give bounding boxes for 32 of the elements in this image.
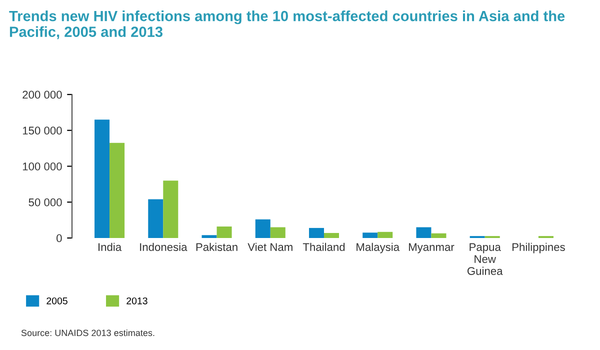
x-tick-label: Philippines [512,242,565,254]
bar [163,180,178,238]
y-tick-label: 200 000 [22,90,62,99]
legend-label: 2005 [46,297,68,304]
bar [216,226,232,238]
y-tick-label: 50 000 [28,198,62,206]
chart-title: Trends new HIV infections among the 10 most-affected countries in Asia and the Pacific, 2005 and 2013 [9,10,565,40]
y-tick-label: 150 000 [22,126,62,135]
bar [255,219,270,238]
y-tick-label: 100 000 [22,162,62,170]
x-tick-label: Pakistan [196,242,238,252]
x-tick-label: Malaysia [356,242,400,254]
source-note: Source: UNAIDS 2013 estimates. [21,329,154,336]
x-tick-label: Thailand [302,242,345,252]
bar [378,232,393,238]
bar [416,227,432,238]
x-tick-label: Indonesia [140,242,188,252]
bar [148,199,164,238]
legend-label: 2013 [126,297,148,304]
y-tick-label: 0 [56,234,62,242]
bar [270,227,286,238]
bar [94,120,110,238]
bar [324,232,340,238]
bar [202,235,217,238]
x-tick-label: Myanmar [408,243,454,254]
bar [308,228,324,238]
x-tick-label: Papua New Guinea [467,243,503,275]
x-tick-label: Viet Nam [248,242,292,252]
bar [431,233,446,238]
x-tick-label: India [98,242,122,252]
bar [110,142,125,238]
bar [362,232,378,238]
